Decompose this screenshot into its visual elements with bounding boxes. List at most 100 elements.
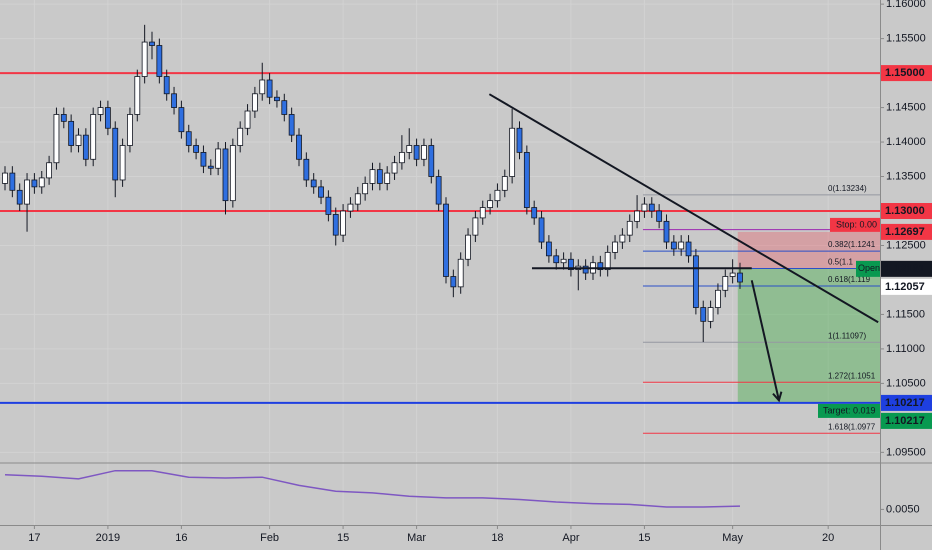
candle-body bbox=[523, 151, 530, 208]
candle-body bbox=[149, 41, 155, 46]
candle-body bbox=[2, 172, 8, 184]
candle-body bbox=[685, 241, 692, 257]
arrow-head bbox=[772, 391, 783, 403]
candle-body bbox=[568, 258, 574, 271]
candle-body bbox=[391, 162, 398, 174]
y-tick-label: 1.12500 bbox=[886, 239, 926, 251]
fib-label: 1.618(1.0977 bbox=[828, 422, 876, 431]
open-label: Open bbox=[858, 263, 880, 273]
candle-body bbox=[296, 134, 302, 160]
x-tick-label: 17 bbox=[28, 532, 40, 544]
candle-body bbox=[626, 220, 633, 236]
candle-body bbox=[274, 96, 280, 102]
x-tick-label: 18 bbox=[491, 532, 503, 544]
candle-body bbox=[318, 186, 324, 198]
x-tick-label: Mar bbox=[407, 532, 426, 544]
x-tick-label: 20 bbox=[822, 532, 834, 544]
candle-body bbox=[428, 145, 435, 177]
candle-body bbox=[494, 189, 501, 202]
price-label: 1.15000 bbox=[885, 67, 925, 79]
indicator-pane bbox=[4, 469, 741, 508]
y-tick-label: 1.13500 bbox=[886, 170, 926, 182]
candle-body bbox=[207, 165, 214, 169]
fib-label: 0.5(1.1 bbox=[828, 258, 853, 267]
candle-body bbox=[692, 255, 699, 308]
candle-body bbox=[737, 272, 743, 283]
candle-body bbox=[509, 127, 516, 177]
candle-body bbox=[398, 151, 405, 164]
candle-body bbox=[288, 114, 295, 136]
candle-body bbox=[678, 241, 685, 250]
candle-body bbox=[347, 203, 354, 212]
candle-body bbox=[251, 93, 258, 112]
plot-area: 0(1.13234) 0.382(1.1241 0.5(1.1 0.618(1.119… bbox=[0, 24, 880, 434]
candle-body bbox=[200, 151, 207, 167]
grid bbox=[0, 0, 880, 525]
candle-body bbox=[354, 193, 361, 205]
candle-body bbox=[9, 172, 16, 191]
price-label: 1.12697 bbox=[885, 226, 925, 238]
candle-body bbox=[222, 148, 229, 202]
candle-body bbox=[53, 114, 60, 164]
candle-body bbox=[656, 210, 663, 222]
target-label: Target: 0.019 bbox=[823, 405, 876, 415]
fib-label: 1(1.11097) bbox=[828, 331, 866, 340]
candle-body bbox=[487, 200, 493, 208]
candle-body bbox=[516, 127, 523, 153]
stop-label: Stop: 0.00 bbox=[836, 219, 877, 229]
candle-body bbox=[215, 148, 222, 169]
candle-body bbox=[185, 131, 192, 146]
candle-body bbox=[82, 134, 89, 160]
candle-body bbox=[406, 145, 413, 153]
candle-body bbox=[553, 255, 560, 264]
candle-body bbox=[421, 145, 427, 160]
candle-body bbox=[127, 114, 133, 146]
x-tick-label: 2019 bbox=[96, 532, 120, 544]
candle-body bbox=[119, 145, 126, 181]
fib-label: 1.272(1.1051 bbox=[828, 371, 876, 380]
target-label-box bbox=[818, 403, 880, 418]
candle-body bbox=[156, 45, 163, 77]
candle-body bbox=[641, 203, 648, 212]
candle-body bbox=[46, 162, 52, 179]
price-label-box bbox=[881, 278, 932, 295]
candle-body bbox=[501, 176, 508, 191]
candle-body bbox=[545, 241, 552, 257]
candle-body bbox=[68, 120, 75, 146]
candle-body bbox=[178, 107, 185, 133]
candle-body bbox=[310, 179, 317, 188]
candle-body bbox=[163, 76, 170, 95]
candle-body bbox=[715, 289, 721, 308]
candle-body bbox=[722, 276, 729, 291]
x-tick-label: May bbox=[722, 532, 743, 544]
candle-body bbox=[604, 251, 611, 271]
candle-body bbox=[229, 145, 236, 202]
candle-body bbox=[450, 276, 457, 288]
candle-body bbox=[582, 265, 589, 274]
candle-body bbox=[612, 241, 618, 253]
fib-label: 0.382(1.1241 bbox=[828, 240, 876, 249]
price-label-box bbox=[881, 65, 932, 82]
x-tick-label: 15 bbox=[337, 532, 349, 544]
candle-body bbox=[700, 307, 707, 322]
candle-body bbox=[16, 189, 23, 205]
candle-body bbox=[597, 262, 604, 271]
open-label-box bbox=[856, 260, 880, 277]
candle-body bbox=[259, 79, 266, 95]
arrow-line bbox=[750, 280, 780, 401]
candle-body bbox=[457, 258, 464, 288]
candle-body bbox=[479, 207, 486, 219]
y-tick-label: 1.16000 bbox=[886, 0, 926, 10]
stop-label-box bbox=[830, 217, 880, 232]
candle-body bbox=[560, 258, 567, 264]
y-tick-label: 1.11000 bbox=[886, 343, 925, 355]
x-tick-label: 15 bbox=[638, 532, 650, 544]
candle-body bbox=[281, 100, 288, 115]
y-tick-label: 0.0050 bbox=[886, 503, 920, 515]
candle-body bbox=[384, 172, 391, 184]
candle-body bbox=[90, 114, 97, 160]
candle-body bbox=[648, 203, 655, 212]
candle-body bbox=[332, 214, 339, 236]
